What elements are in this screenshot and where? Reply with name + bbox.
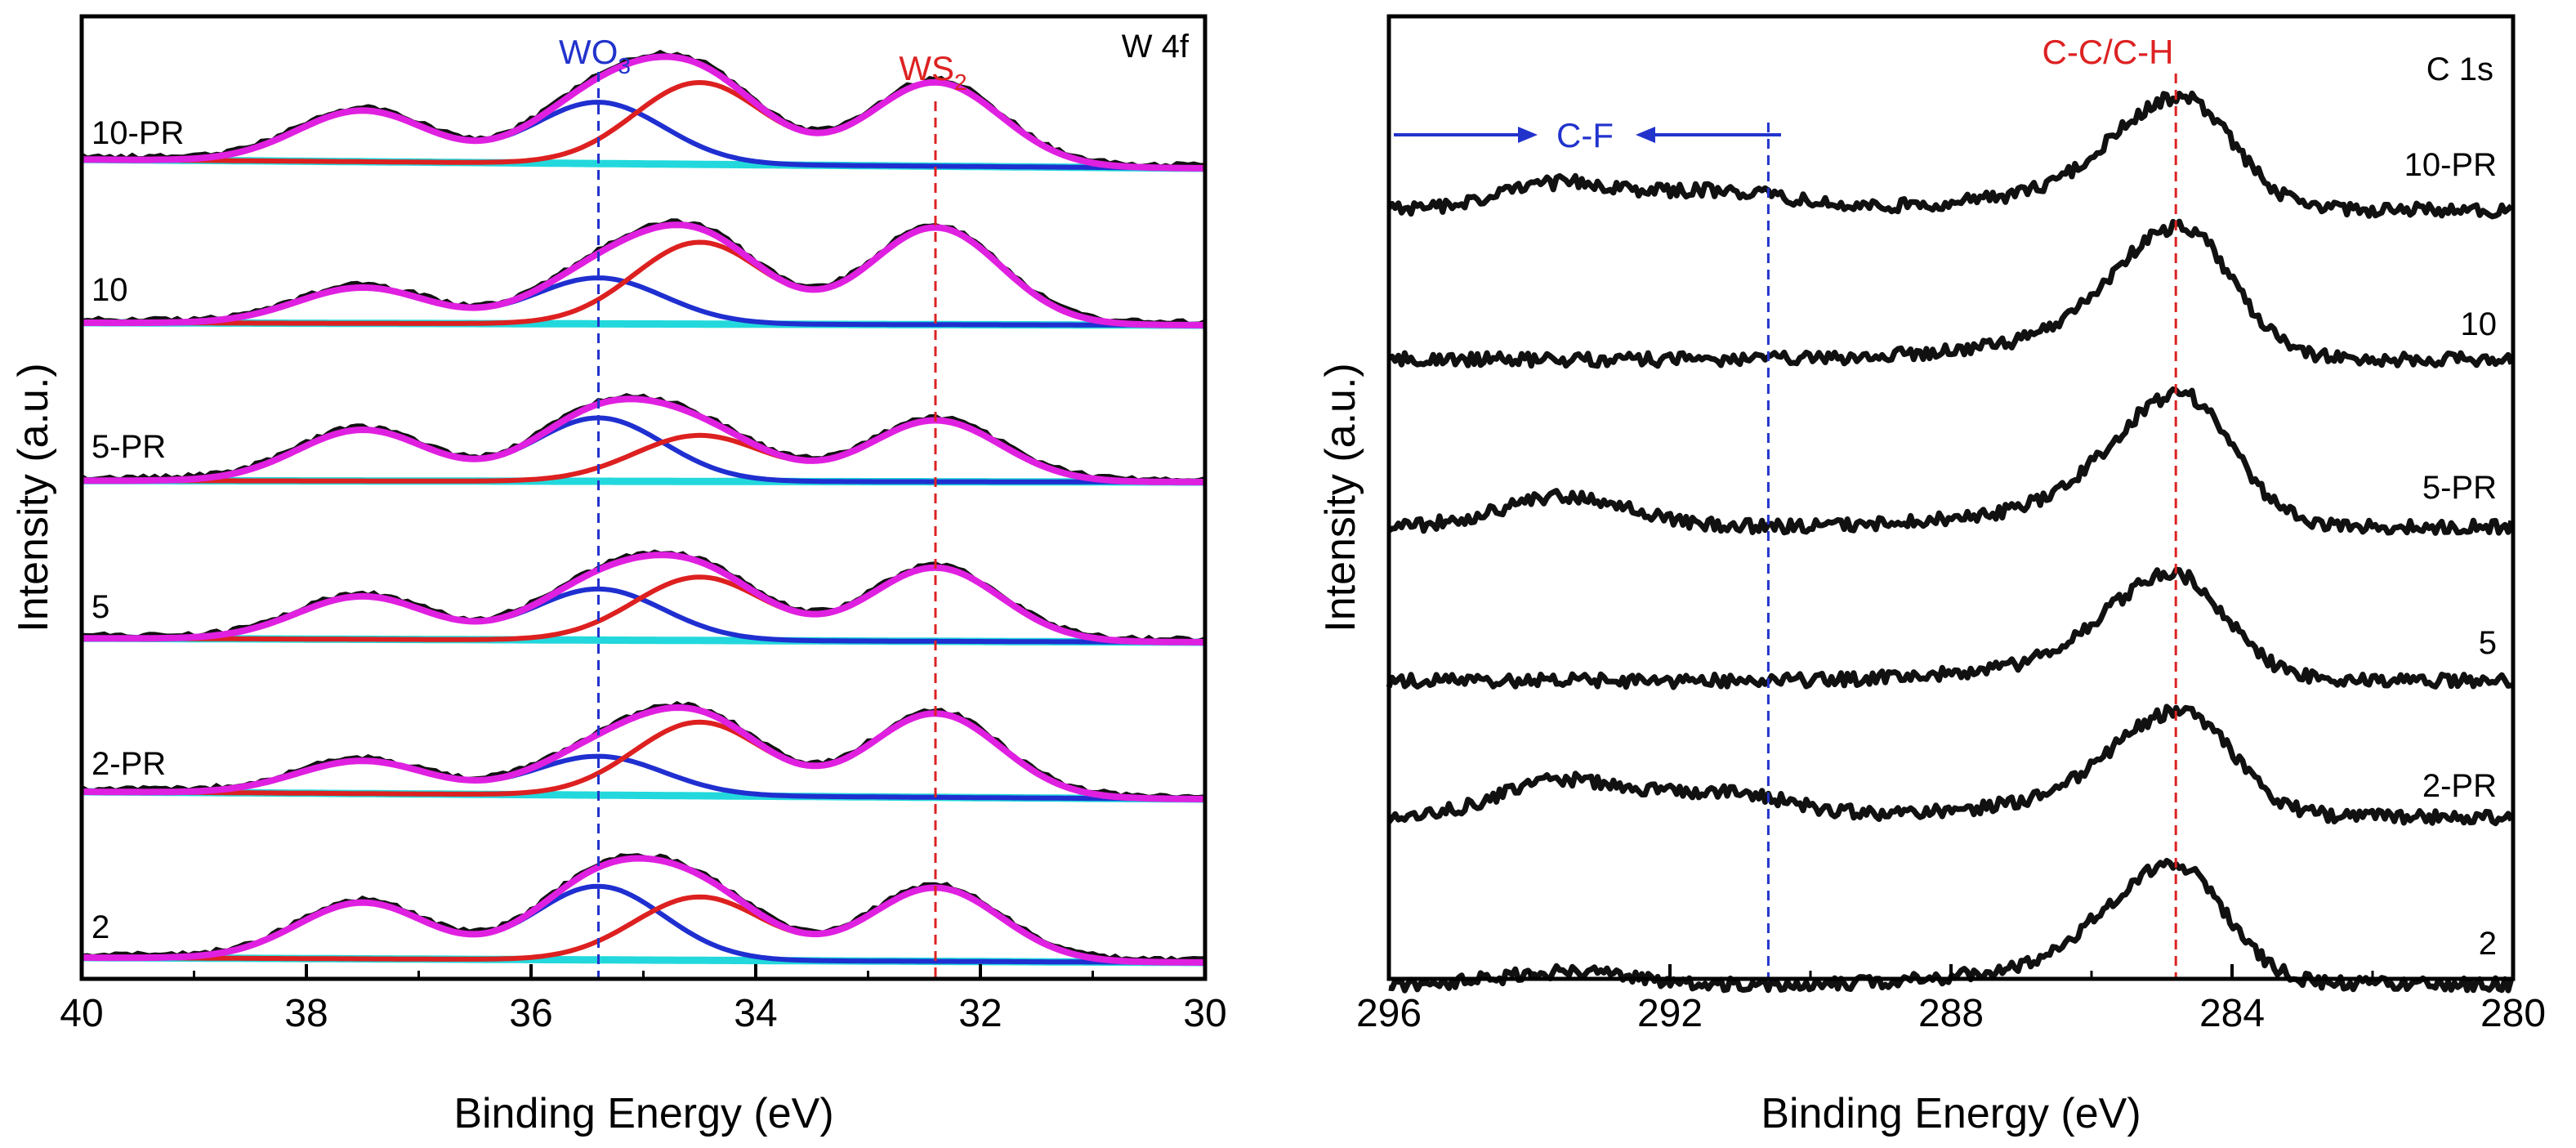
c1s-panel: 296 292 288 284 280 10-PR 10 5-PR 5 2-PR 2 C 1s C… <box>1317 14 2546 1137</box>
c1s-spectrum <box>1386 566 2512 690</box>
c1s-series-label: 5 <box>2479 625 2497 661</box>
wo3-annotation: WO3 <box>559 33 631 78</box>
w4f-markers <box>597 72 937 979</box>
w4f-ws2-component <box>82 885 1206 965</box>
c1s-ticks: 296 292 288 284 280 <box>1356 964 2546 1035</box>
w4f-series-label: 2-PR <box>92 746 166 782</box>
c1s-spectrum <box>1387 218 2515 369</box>
w4f-ws2-component <box>82 225 1205 328</box>
c1s-series-label: 2-PR <box>2422 768 2497 804</box>
c1s-series-label: 10 <box>2461 306 2498 342</box>
w4f-envelope <box>82 395 1205 485</box>
c1s-x-tick-label: 292 <box>1637 992 1703 1035</box>
c1s-x-tick-label: 288 <box>1918 992 1984 1035</box>
w4f-x-tick-label: 32 <box>958 992 1002 1035</box>
w4f-curves <box>80 49 1207 967</box>
w4f-wo3-component <box>82 883 1205 965</box>
c1s-x-tick-label: 296 <box>1356 992 1422 1035</box>
w4f-panel-label: W 4f <box>1122 29 1190 65</box>
w4f-envelope <box>82 221 1205 328</box>
w4f-series-label: 2 <box>92 909 109 945</box>
w4f-series-label: 10 <box>92 272 128 308</box>
w4f-x-tick-label: 40 <box>60 992 103 1035</box>
w4f-x-tick-label: 30 <box>1183 992 1226 1035</box>
c1s-y-axis-title: Intensity (a.u.) <box>1317 363 1364 632</box>
c1s-x-axis-title: Binding Energy (eV) <box>1761 1090 2141 1137</box>
c1s-curves <box>1386 90 2515 994</box>
c-f-arrow-right-head <box>1636 127 1655 143</box>
c1s-spectrum <box>1386 704 2515 827</box>
w4f-curve-labels: 10-PR 10 5-PR 5 2-PR 2 <box>92 115 184 945</box>
w4f-x-axis-title: Binding Energy (eV) <box>453 1090 833 1137</box>
w4f-y-axis-title: Intensity (a.u.) <box>10 363 57 632</box>
c1s-series-label: 5-PR <box>2422 470 2497 506</box>
w4f-x-tick-label: 36 <box>509 992 552 1035</box>
wo3-annotation-main: WO <box>559 33 618 71</box>
c1s-spectrum <box>1387 386 2515 536</box>
c1s-series-label: 10-PR <box>2404 147 2497 183</box>
c-f-annotation: C-F <box>1556 116 1614 154</box>
c1s-panel-label: C 1s <box>2426 51 2493 87</box>
w4f-envelope <box>82 704 1206 802</box>
w4f-series-label: 5 <box>92 589 109 625</box>
ws2-annotation-sub: 2 <box>954 69 967 95</box>
w4f-raw-spectrum <box>81 218 1207 328</box>
c1s-x-tick-label: 284 <box>2199 992 2265 1035</box>
w4f-series-label: 5-PR <box>92 429 166 465</box>
w4f-x-tick-label: 38 <box>284 992 328 1035</box>
w4f-envelope <box>82 552 1205 645</box>
w4f-ticks: 40 38 36 34 32 30 <box>60 964 1227 1035</box>
w4f-envelope <box>82 855 1206 966</box>
c-c-ch-annotation: C-C/C-H <box>2042 33 2174 71</box>
w4f-x-tick-label: 34 <box>734 992 777 1035</box>
wo3-annotation-sub: 3 <box>618 53 631 78</box>
c-f-arrow-left-head <box>1518 127 1538 143</box>
w4f-ws2-component <box>81 79 1206 171</box>
c1s-curve-labels: 10-PR 10 5-PR 5 2-PR 2 <box>2404 147 2497 962</box>
c1s-markers <box>1766 74 2177 979</box>
w4f-series-label: 10-PR <box>92 115 184 151</box>
c1s-spectrum <box>1386 90 2514 220</box>
ws2-annotation: WS2 <box>899 49 967 95</box>
ws2-annotation-main: WS <box>899 49 954 87</box>
c1s-x-tick-label: 280 <box>2480 992 2546 1035</box>
w4f-envelope <box>82 53 1206 172</box>
c-f-range-marker: C-F <box>1394 116 1781 154</box>
c1s-series-label: 2 <box>2479 926 2497 962</box>
